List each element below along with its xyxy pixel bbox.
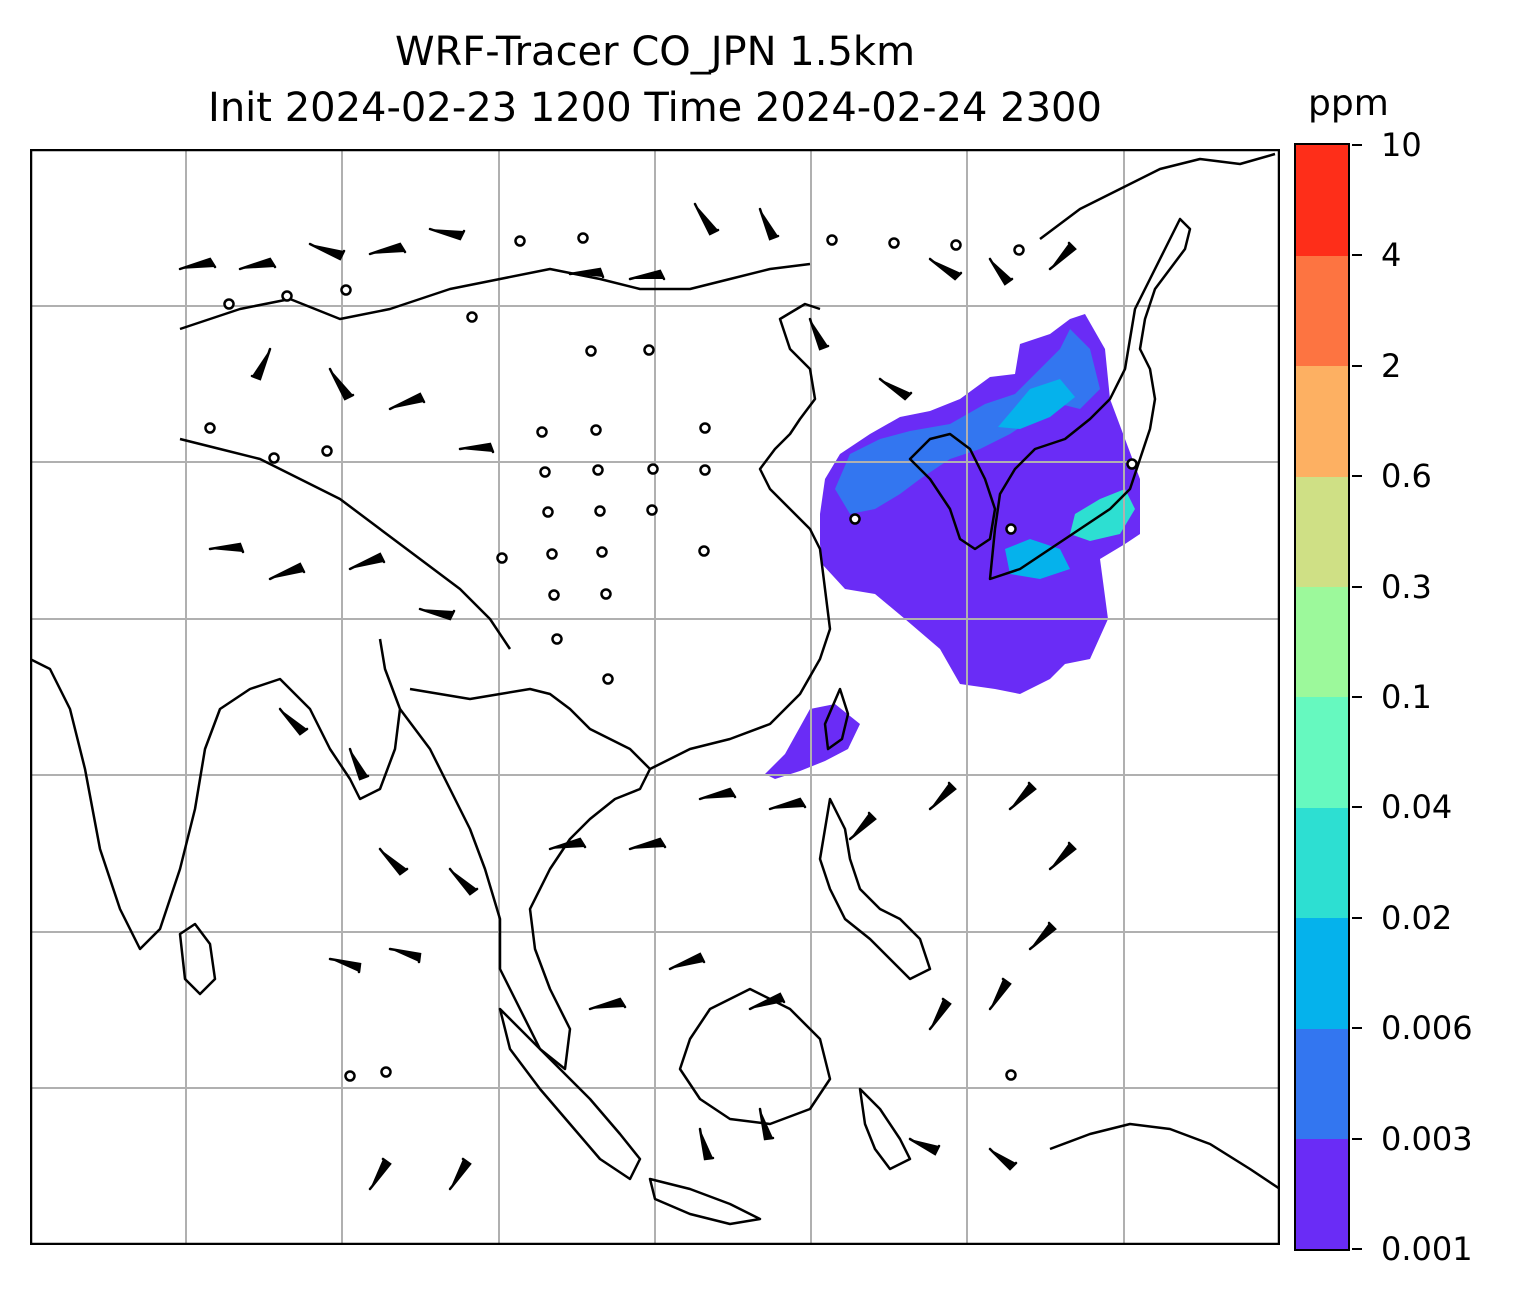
colorbar-tick-label: 4: [1381, 236, 1402, 275]
colorbar-tick: [1352, 1248, 1362, 1250]
coastline-sumatra: [498, 1007, 642, 1181]
colorbar-tick-label: 0.001: [1381, 1230, 1473, 1268]
coastline-sulawesi: [858, 1087, 912, 1171]
colorbar-segment: [1296, 586, 1348, 698]
colorbar-segment: [1296, 476, 1348, 588]
colorbar-tick-label: 0.04: [1381, 788, 1453, 827]
coastline-korea: [908, 432, 997, 551]
colorbar: [1294, 143, 1350, 1251]
coastline-philippines: [818, 797, 932, 981]
colorbar-tick: [1352, 475, 1362, 478]
border-china-tibet: [179, 437, 512, 650]
colorbar-tick-label: 0.3: [1381, 567, 1432, 606]
co-plume-core-2: [998, 379, 1075, 429]
coastline-taiwan: [823, 687, 850, 751]
colorbar-segment: [1296, 697, 1348, 808]
colorbar-tick-label: 0.02: [1381, 898, 1453, 937]
coastline-borneo: [678, 987, 832, 1126]
co-plume-south: [765, 704, 860, 779]
colorbar-segment: [1296, 255, 1348, 367]
gridlines: [30, 149, 1280, 1245]
coastline-new-guinea: [1049, 1122, 1280, 1191]
wind-barbs: [178, 202, 1077, 1191]
colorbar-tick-label: 0.6: [1381, 457, 1432, 496]
colorbar-tick: [1352, 585, 1362, 588]
colorbar-segment: [1296, 1028, 1348, 1140]
coastlines: [30, 152, 1280, 1226]
colorbar-segment: [1296, 1138, 1348, 1250]
colorbar-segment: [1296, 807, 1348, 919]
coastline-japan: [988, 217, 1192, 581]
colorbar-units: ppm: [1308, 83, 1389, 124]
colorbar-tick: [1352, 806, 1362, 809]
colorbar-tick: [1352, 1137, 1362, 1140]
colorbar-tick-label: 10: [1381, 126, 1422, 164]
colorbar-tick: [1352, 144, 1362, 146]
coastline-indochina: [399, 687, 652, 1071]
coastline-india: [30, 638, 402, 951]
coastline-sri-lanka: [178, 922, 217, 996]
coastline-russia: [1039, 152, 1276, 240]
colorbar-tick-label: 0.006: [1381, 1009, 1473, 1048]
colorbar-segment: [1296, 365, 1348, 477]
map-title-line1: WRF-Tracer CO_JPN 1.5km: [394, 29, 916, 75]
colorbar-tick: [1352, 254, 1362, 257]
colorbar-tick-label: 0.1: [1381, 678, 1432, 716]
colorbar-tick: [1352, 696, 1362, 698]
coastline-china-south: [649, 302, 832, 771]
colorbar-tick-label: 0.003: [1381, 1119, 1473, 1158]
map-panel: [30, 149, 1280, 1245]
map-title-line2: Init 2024-02-23 1200 Time 2024-02-24 230…: [208, 85, 1102, 131]
colorbar-segment: [1296, 917, 1348, 1029]
calm-wind-circles: [204, 232, 1138, 1082]
colorbar-segment: [1296, 145, 1348, 256]
colorbar-tick: [1352, 364, 1362, 367]
coastline-java: [648, 1177, 762, 1226]
border-mongolia: [179, 262, 811, 331]
colorbar-tick: [1352, 916, 1362, 919]
colorbar-tick-label: 2: [1381, 346, 1402, 385]
colorbar-tick: [1352, 1027, 1362, 1030]
